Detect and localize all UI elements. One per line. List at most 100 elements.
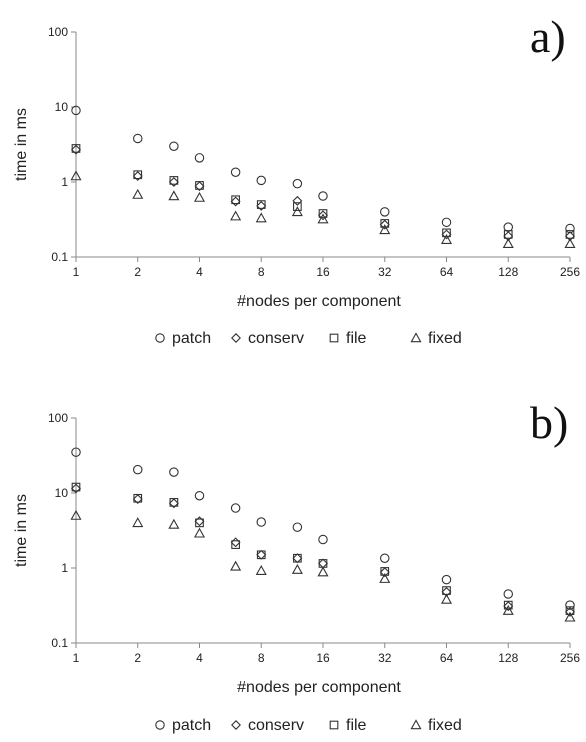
- legend-marker-conserv: [231, 333, 241, 343]
- data-point-fixed: [440, 593, 453, 604]
- x-tick-label: 16: [316, 265, 330, 279]
- x-tick-label: 128: [498, 265, 518, 279]
- y-tick-label: 1: [61, 175, 68, 189]
- chart-panel-2: 0.1 1 10 100 1 2 4 8 16 32 64 128 256 #nodes per comp…: [13, 397, 580, 734]
- data-point-conserv: [71, 483, 81, 494]
- data-point-conserv: [441, 229, 452, 240]
- x-tick-label: 8: [258, 265, 265, 279]
- legend-marker-file: [329, 333, 339, 343]
- data-point-file: [293, 202, 302, 211]
- data-point-patch: [256, 517, 266, 527]
- legend-label-file: file: [346, 330, 367, 347]
- y-tick-label: 100: [48, 411, 68, 425]
- data-point-patch: [565, 223, 575, 234]
- data-point-fixed: [317, 566, 329, 577]
- legend-marker-fixed: [410, 332, 422, 343]
- legend-label-patch: patch: [172, 330, 211, 347]
- data-point-fixed: [502, 604, 514, 615]
- data-point-file: [71, 144, 81, 153]
- data-point-patch: [292, 178, 303, 189]
- y-tick-label: 1: [61, 561, 68, 575]
- data-point-conserv: [318, 558, 328, 569]
- data-point-file: [169, 176, 179, 185]
- x-tick-label: 64: [440, 651, 454, 665]
- y-tick-label: 10: [55, 486, 69, 500]
- x-tick-label: 256: [560, 265, 580, 279]
- data-point-conserv: [168, 177, 179, 187]
- legend-label-file: file: [346, 717, 367, 734]
- data-point-conserv: [230, 196, 241, 207]
- x-tick-label: 16: [316, 651, 330, 665]
- data-point-patch: [194, 490, 205, 501]
- x-tick-label: 32: [378, 265, 392, 279]
- legend-marker-patch: [155, 333, 165, 343]
- data-point-file: [133, 170, 143, 180]
- data-point-patch: [379, 207, 390, 217]
- data-point-fixed: [291, 206, 303, 217]
- data-point-patch: [194, 153, 205, 163]
- data-point-fixed: [317, 213, 329, 224]
- data-point-conserv: [132, 171, 143, 182]
- y-tick-label: 0.1: [51, 250, 68, 264]
- data-point-conserv: [503, 601, 514, 612]
- data-point-fixed: [379, 224, 391, 235]
- legend-label-patch: patch: [172, 717, 211, 734]
- data-point-file: [256, 200, 266, 209]
- data-point-conserv: [318, 210, 328, 221]
- x-tick-label: 1: [73, 265, 80, 279]
- data-point-patch: [169, 467, 179, 477]
- data-point-fixed: [291, 563, 303, 574]
- panel-label: b): [530, 397, 568, 448]
- x-axis-title: #nodes per component: [237, 679, 401, 696]
- legend-marker-patch: [155, 720, 165, 730]
- x-tick-label: 1: [73, 651, 80, 665]
- data-point-patch: [230, 503, 241, 513]
- x-tick-label: 2: [134, 651, 141, 665]
- chart-panel-1: 0.1 1 10 100 1 2 4 8 16 32 64 128 256 #nodes per comp…: [13, 11, 580, 347]
- data-point-patch: [318, 191, 328, 201]
- legend-label-fixed: fixed: [428, 717, 462, 734]
- data-point-patch: [133, 464, 143, 475]
- data-point-file: [503, 600, 513, 610]
- y-tick-label: 0.1: [51, 636, 68, 650]
- data-point-file: [195, 181, 204, 190]
- data-point-conserv: [230, 537, 241, 548]
- data-point-file: [231, 540, 240, 549]
- legend-label-fixed: fixed: [428, 330, 462, 347]
- data-point-fixed: [70, 509, 82, 520]
- data-point-conserv: [194, 181, 205, 192]
- legend-marker-fixed: [410, 719, 422, 730]
- x-tick-label: 128: [498, 651, 518, 665]
- data-point-file: [293, 553, 302, 563]
- data-point-fixed: [132, 188, 144, 199]
- data-point-file: [133, 493, 143, 503]
- y-axis-title: time in ms: [13, 494, 30, 567]
- data-point-patch: [503, 589, 513, 599]
- data-point-file: [380, 219, 390, 228]
- legend-label-conserv: conserv: [248, 717, 304, 734]
- data-point-patch: [441, 574, 452, 585]
- data-point-conserv: [256, 200, 267, 211]
- data-point-fixed: [132, 517, 144, 528]
- legend-label-conserv: conserv: [248, 330, 304, 347]
- data-point-file: [442, 228, 451, 238]
- data-point-fixed: [168, 518, 180, 529]
- data-point-fixed: [255, 212, 267, 223]
- data-point-patch: [256, 175, 266, 186]
- data-point-patch: [441, 217, 452, 228]
- data-point-conserv: [256, 549, 267, 560]
- data-point-fixed: [168, 190, 180, 201]
- data-point-patch: [169, 141, 179, 151]
- data-point-fixed: [230, 560, 242, 571]
- data-point-patch: [133, 133, 143, 144]
- data-point-file: [318, 559, 328, 568]
- x-tick-label: 8: [258, 651, 265, 665]
- data-point-patch: [379, 553, 390, 563]
- data-point-fixed: [564, 238, 576, 249]
- data-point-fixed: [255, 564, 267, 575]
- data-point-patch: [71, 105, 81, 116]
- x-tick-label: 4: [196, 265, 203, 279]
- data-point-file: [565, 606, 575, 615]
- data-point-conserv: [565, 606, 575, 617]
- x-tick-label: 256: [560, 651, 580, 665]
